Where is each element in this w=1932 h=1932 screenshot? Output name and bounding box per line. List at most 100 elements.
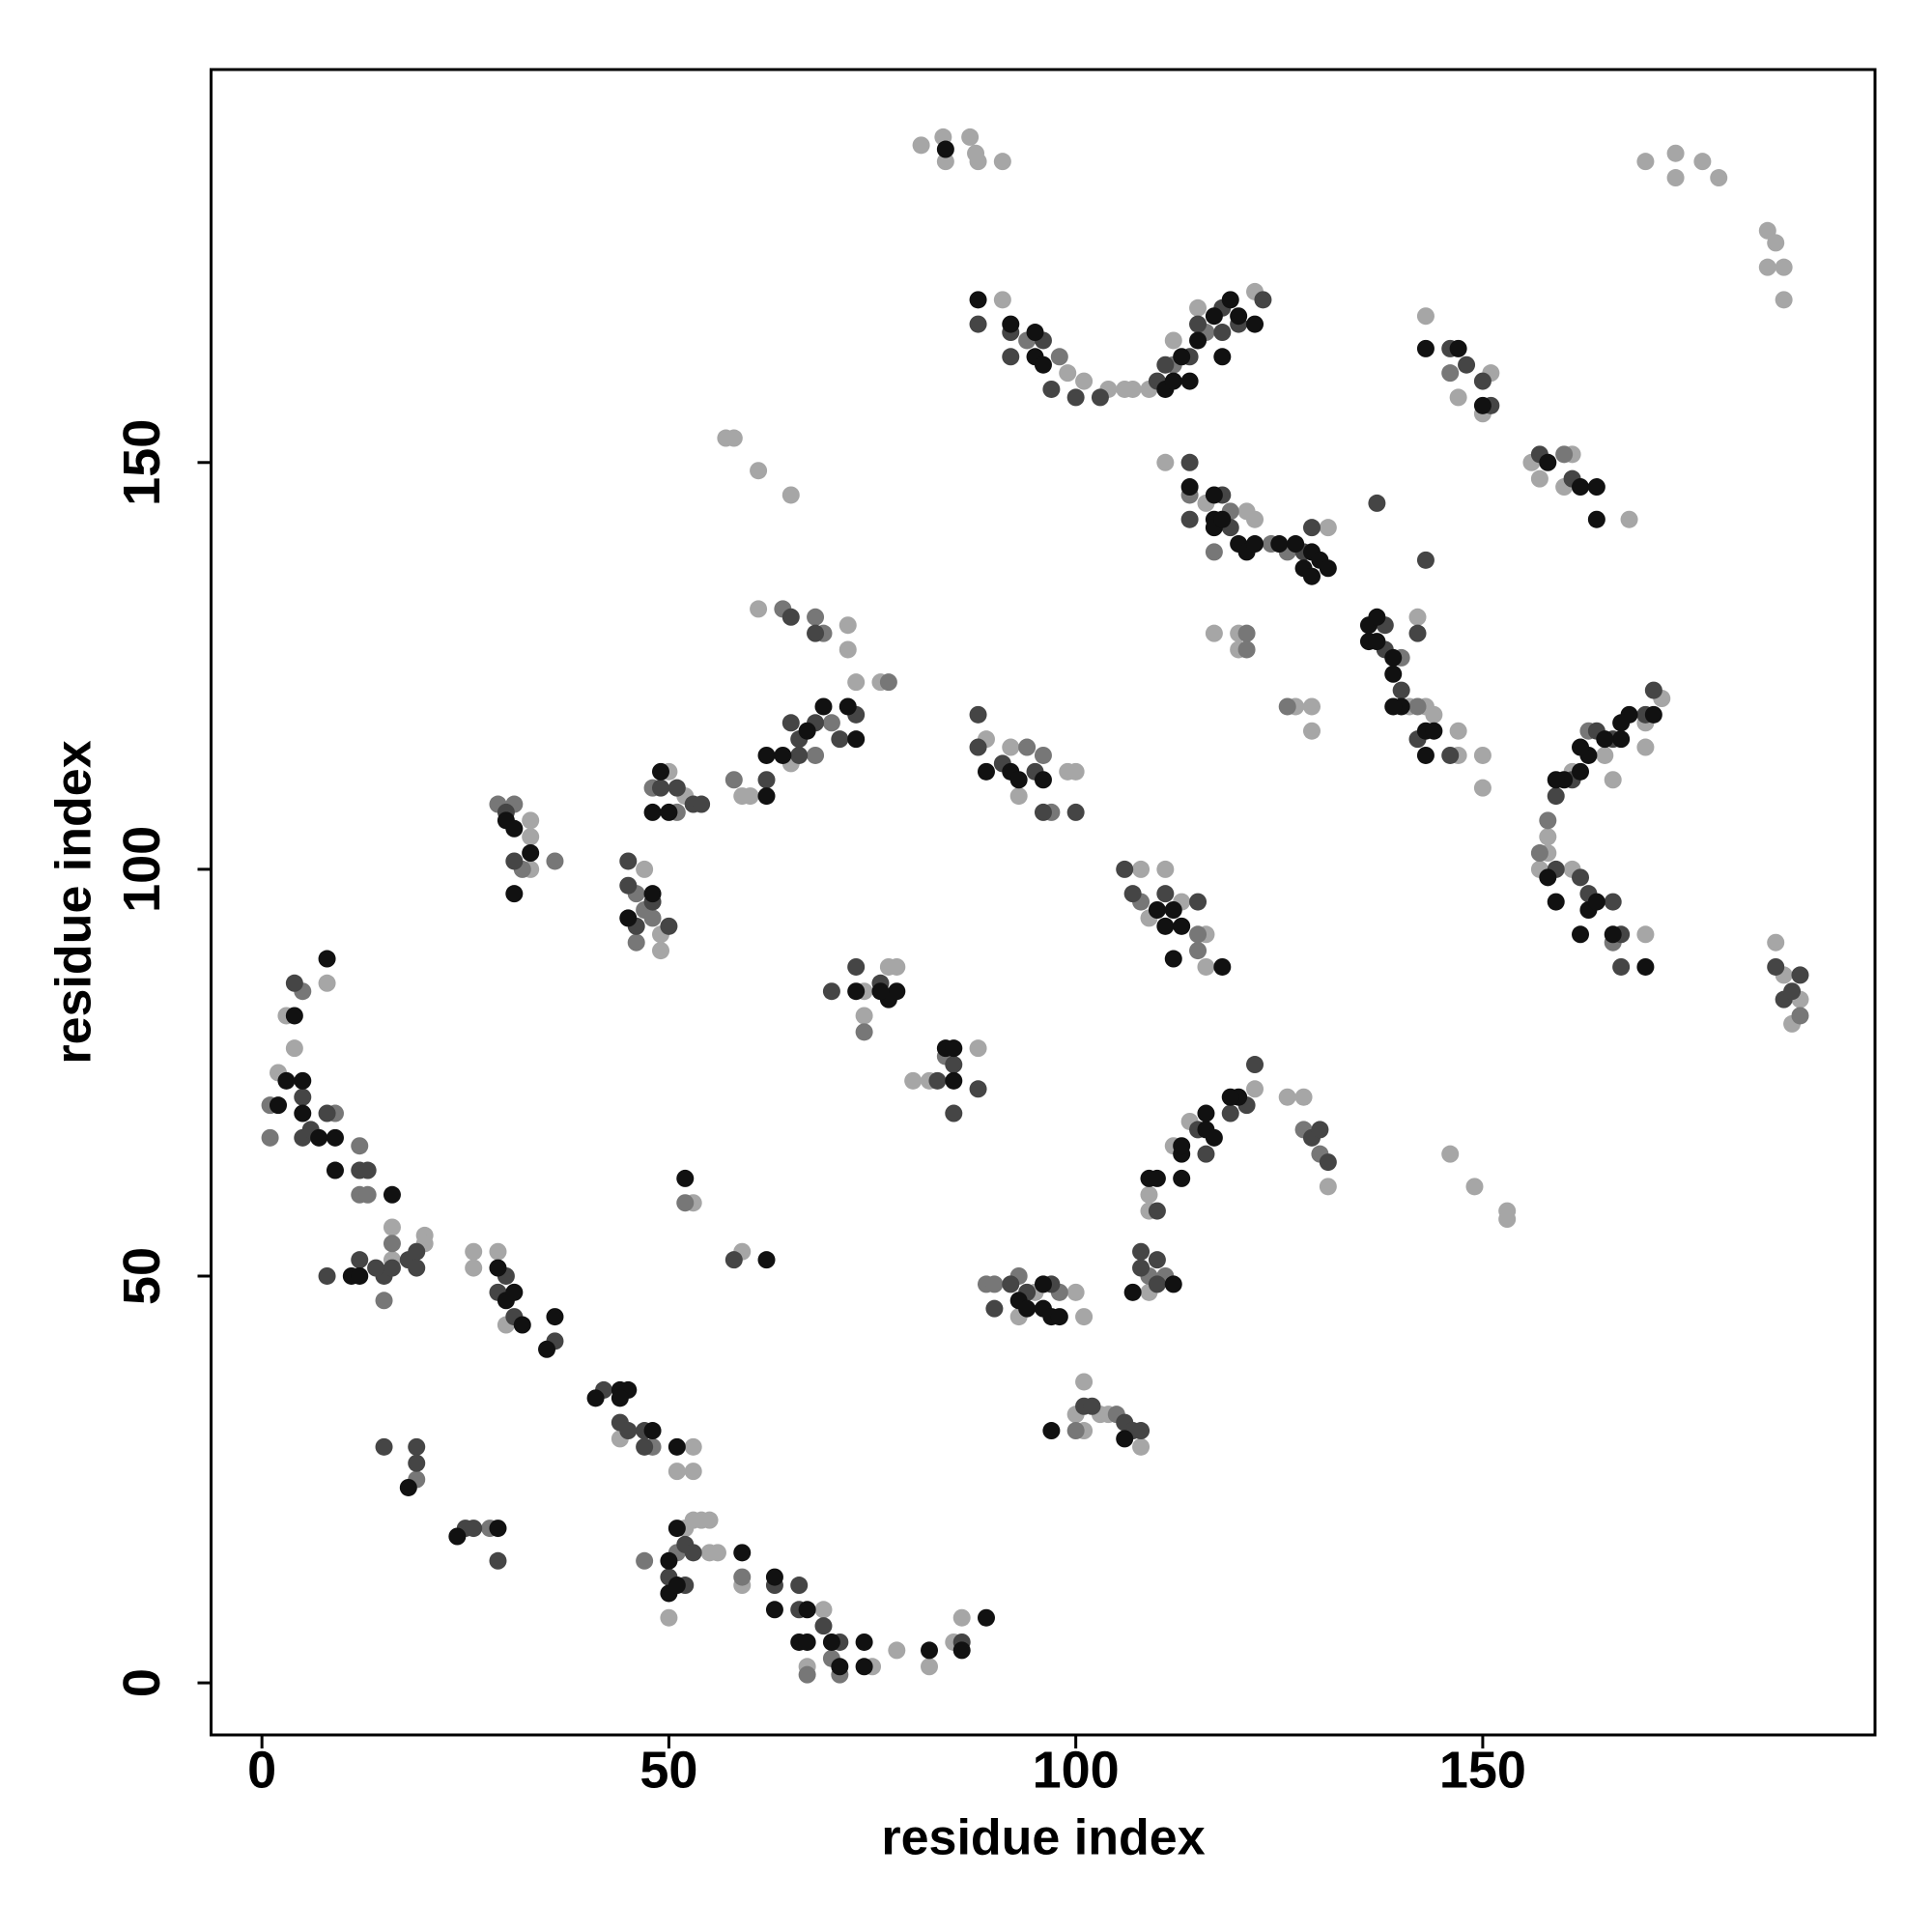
point bbox=[945, 1056, 963, 1074]
point bbox=[1416, 746, 1435, 764]
y-tick-label: 50 bbox=[113, 1247, 171, 1305]
point bbox=[619, 852, 638, 870]
point bbox=[1612, 730, 1631, 749]
point bbox=[505, 1283, 524, 1301]
point bbox=[1156, 860, 1175, 878]
point bbox=[1572, 738, 1590, 756]
point bbox=[1287, 535, 1305, 554]
point bbox=[489, 1242, 507, 1261]
point bbox=[1189, 331, 1208, 350]
point bbox=[1066, 388, 1085, 407]
point bbox=[847, 957, 866, 976]
point bbox=[1458, 355, 1476, 374]
point bbox=[765, 1601, 783, 1619]
point bbox=[724, 429, 743, 447]
point bbox=[1408, 608, 1427, 626]
point bbox=[351, 1251, 369, 1269]
point bbox=[1140, 1185, 1158, 1204]
point bbox=[798, 1633, 816, 1651]
point bbox=[1075, 1308, 1094, 1326]
point bbox=[807, 624, 825, 642]
point bbox=[1693, 153, 1712, 171]
point bbox=[1083, 1397, 1101, 1415]
point bbox=[855, 1633, 873, 1651]
point bbox=[383, 1218, 401, 1236]
point bbox=[757, 1251, 776, 1269]
point bbox=[814, 1601, 833, 1619]
point bbox=[1473, 396, 1492, 414]
point bbox=[1246, 315, 1264, 333]
point bbox=[1246, 510, 1264, 528]
point bbox=[952, 1641, 971, 1660]
point bbox=[1596, 746, 1614, 764]
point bbox=[1066, 762, 1085, 781]
point bbox=[1572, 868, 1590, 887]
point bbox=[1034, 771, 1052, 789]
point bbox=[928, 1071, 947, 1090]
point bbox=[1164, 372, 1182, 390]
point bbox=[1302, 519, 1321, 537]
point bbox=[1213, 510, 1232, 528]
point bbox=[318, 974, 336, 992]
point bbox=[505, 819, 524, 838]
point bbox=[1221, 1088, 1239, 1106]
point bbox=[1156, 917, 1175, 935]
point bbox=[1547, 787, 1565, 806]
point bbox=[1059, 364, 1077, 383]
point bbox=[847, 982, 866, 1001]
point bbox=[798, 1665, 816, 1684]
point bbox=[847, 730, 866, 749]
point bbox=[586, 1389, 605, 1407]
point bbox=[724, 771, 743, 789]
point bbox=[1042, 380, 1061, 398]
point bbox=[1002, 1275, 1020, 1293]
point bbox=[1392, 681, 1410, 699]
point bbox=[1368, 494, 1386, 512]
point bbox=[708, 1544, 726, 1562]
point bbox=[522, 844, 540, 863]
point bbox=[684, 1463, 702, 1481]
point bbox=[945, 1039, 963, 1058]
point bbox=[1278, 697, 1296, 716]
point bbox=[1132, 860, 1151, 878]
point bbox=[1302, 697, 1321, 716]
point bbox=[1302, 722, 1321, 740]
point bbox=[969, 705, 987, 724]
point bbox=[1539, 453, 1557, 471]
point bbox=[1791, 1007, 1809, 1025]
point bbox=[651, 942, 669, 960]
x-tick-label: 100 bbox=[1033, 1741, 1120, 1799]
point bbox=[1767, 957, 1785, 976]
point bbox=[383, 1235, 401, 1253]
point bbox=[660, 1608, 678, 1627]
point bbox=[619, 876, 638, 895]
point bbox=[790, 1577, 809, 1595]
point bbox=[1173, 1169, 1191, 1187]
point bbox=[1441, 1145, 1460, 1163]
point bbox=[1237, 640, 1256, 659]
point bbox=[790, 746, 809, 764]
point bbox=[1547, 771, 1565, 789]
point bbox=[904, 1071, 923, 1090]
point bbox=[1449, 388, 1467, 407]
point bbox=[1189, 925, 1208, 944]
point bbox=[1294, 1088, 1313, 1106]
point bbox=[1173, 917, 1191, 935]
point bbox=[358, 1161, 377, 1179]
point bbox=[757, 787, 776, 806]
point bbox=[294, 1071, 312, 1090]
point bbox=[676, 1194, 695, 1212]
point bbox=[807, 608, 825, 626]
point bbox=[1425, 722, 1443, 740]
point bbox=[1148, 1275, 1166, 1293]
point bbox=[1319, 559, 1337, 578]
point bbox=[977, 1608, 995, 1627]
point bbox=[1587, 478, 1605, 497]
point bbox=[765, 1568, 783, 1586]
point bbox=[1230, 307, 1248, 326]
point bbox=[660, 803, 678, 821]
point bbox=[1009, 787, 1028, 806]
point bbox=[1758, 221, 1776, 240]
point bbox=[969, 291, 987, 309]
point bbox=[1604, 925, 1622, 944]
